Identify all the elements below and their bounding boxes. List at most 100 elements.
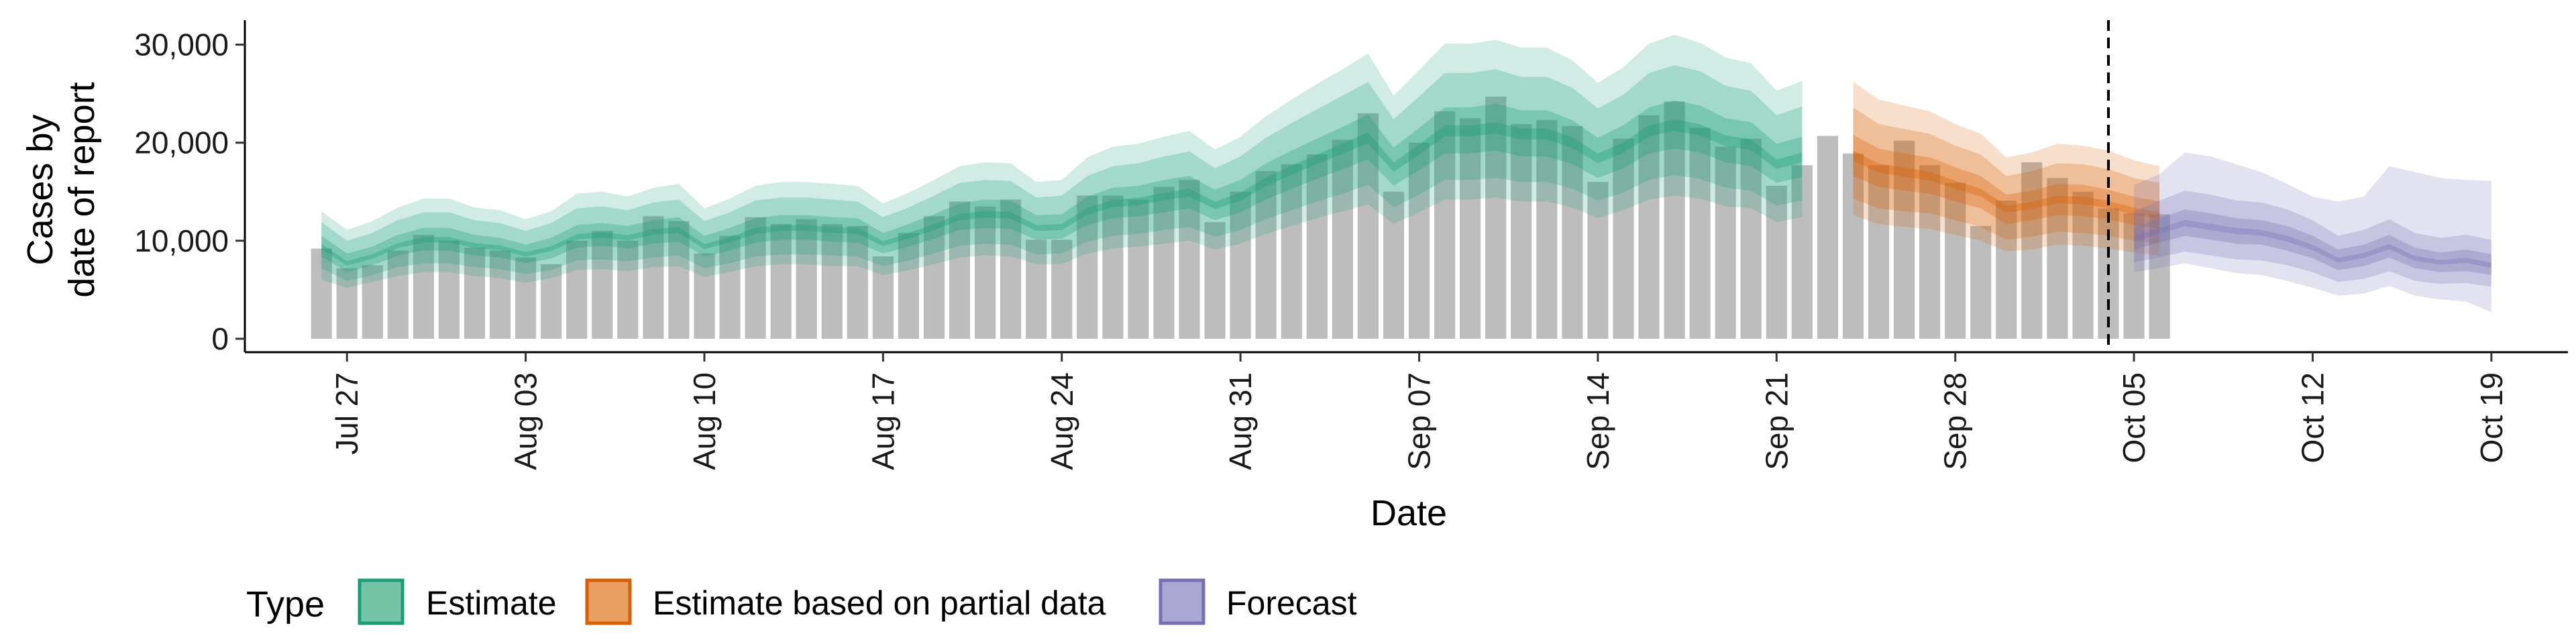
ribbon-band1 [321, 100, 1803, 272]
bar [1306, 154, 1328, 339]
bar [1868, 165, 1890, 339]
bar [1408, 142, 1430, 339]
bar [2072, 191, 2094, 339]
bar [515, 257, 537, 339]
bar [923, 216, 945, 339]
ribbon-band2 [321, 65, 1803, 281]
legend-label-forecast: Forecast [1226, 584, 1357, 622]
bars-layer [311, 97, 2170, 339]
x-tick-label: Aug 31 [1223, 372, 1258, 470]
bar [1026, 239, 1047, 339]
series-forecast [2134, 152, 2491, 313]
bar [1255, 171, 1277, 339]
ribbon-band1 [2134, 209, 2491, 275]
bar [1000, 199, 1022, 339]
bar [1204, 222, 1226, 339]
ribbon-band3 [321, 34, 1803, 288]
y-axis-title-line-1: Cases by [20, 114, 60, 265]
bar [1970, 225, 1992, 339]
bar [898, 233, 919, 339]
bar [719, 235, 741, 339]
bar [1179, 180, 1200, 339]
bar [413, 235, 434, 339]
bar [1613, 138, 1634, 339]
bar [975, 206, 996, 339]
bar [387, 250, 409, 339]
bar [592, 231, 613, 339]
bar [541, 264, 562, 339]
bar [438, 240, 460, 339]
bar [2021, 162, 2043, 339]
bar [1434, 111, 1456, 339]
legend: Type Estimate Estimate based on partial … [246, 578, 1357, 625]
series-estimate-based-on-partial-data [1853, 82, 2160, 256]
ribbons-layer [321, 34, 2491, 313]
legend-key-forecast: Forecast [1159, 578, 1357, 625]
legend-swatch-partial [585, 578, 632, 625]
bar [1740, 138, 1762, 339]
bar [1638, 115, 1660, 339]
ribbon-band3 [1853, 82, 2160, 256]
x-tick-label: Sep 21 [1759, 372, 1794, 470]
x-tick-label: Oct 05 [2116, 372, 2151, 464]
legend-label-partial: Estimate based on partial data [653, 584, 1106, 622]
bar [1562, 125, 1583, 339]
bar [1791, 165, 1813, 339]
bar [643, 216, 664, 339]
ribbon-band3 [2134, 152, 2491, 313]
legend-key-partial: Estimate based on partial data [585, 578, 1106, 625]
ribbon-median [2134, 219, 2491, 268]
x-tick-label: Sep 28 [1938, 372, 1973, 470]
bar [2123, 213, 2145, 339]
x-tick-label: Oct 19 [2474, 372, 2509, 464]
bar [1715, 146, 1736, 339]
x-tick-label: Oct 12 [2295, 372, 2330, 464]
bar [1817, 136, 1838, 339]
axes: 0 10,000 20,000 30,000 Jul 27 Aug 03 Aug 10 Au… [134, 20, 2568, 470]
legend-label-estimate: Estimate [426, 584, 557, 622]
bar [796, 219, 817, 339]
x-tick-label: Aug 17 [865, 372, 900, 470]
bar [336, 268, 358, 339]
bar [1230, 191, 1251, 339]
y-tick-label: 20,000 [134, 125, 229, 160]
bar [1664, 101, 1685, 339]
legend-swatch-forecast [1159, 578, 1205, 625]
bar [1766, 186, 1787, 339]
x-ticks: Jul 27 Aug 03 Aug 10 Aug 17 Aug 24 Aug 31 Sep … [329, 352, 2509, 470]
y-tick-label: 0 [211, 321, 229, 356]
bar [1281, 164, 1302, 339]
bar [1128, 199, 1149, 339]
bar [1945, 182, 1966, 339]
bar [2149, 214, 2170, 339]
bar [1996, 200, 2017, 339]
legend-swatch-estimate [358, 578, 405, 625]
bar [770, 224, 792, 339]
legend-key-estimate: Estimate [358, 578, 557, 625]
x-tick-label: Sep 07 [1402, 372, 1437, 470]
x-tick-label: Aug 03 [508, 372, 543, 470]
bar [745, 217, 766, 339]
ribbon-band2 [1853, 107, 2160, 244]
bar [694, 253, 715, 339]
y-ticks: 0 10,000 20,000 30,000 [134, 28, 245, 356]
bar [1077, 195, 1098, 339]
bar [949, 201, 971, 339]
x-tick-label: Aug 24 [1044, 372, 1079, 470]
bar [1332, 140, 1353, 339]
bar [1587, 182, 1609, 339]
bar [311, 248, 332, 339]
ribbon-band2 [2134, 191, 2491, 287]
legend-title: Type [246, 584, 325, 625]
bar [1842, 153, 1864, 339]
bar [1460, 118, 1481, 339]
bar [2047, 178, 2068, 339]
x-axis-title: Date [1371, 493, 1447, 533]
y-axis-title-line-2: date of report [62, 82, 102, 297]
ribbon-median [321, 119, 1803, 266]
bar [668, 221, 690, 339]
ribbon-band1 [1853, 135, 2160, 229]
bar [1153, 186, 1175, 339]
bar [847, 225, 868, 339]
